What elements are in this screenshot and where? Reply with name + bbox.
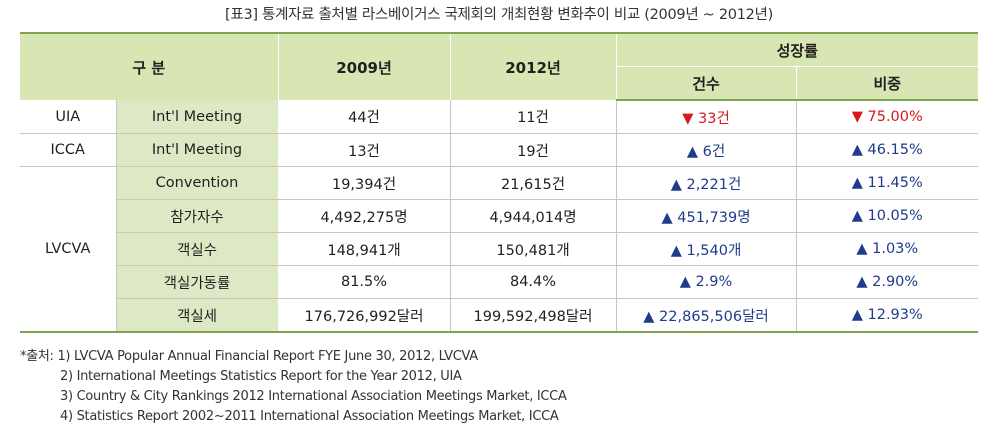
value-2009-cell: 19,394건 <box>278 166 451 200</box>
table-row: LVCVA Convention 19,394건 21,615건 ▲ 2,221… <box>20 166 979 333</box>
note-line: *출처: 1) LVCVA Popular Annual Financial R… <box>20 347 567 367</box>
value-2012-cell: 84.4% <box>450 265 617 299</box>
value-2012-cell: 19건 <box>450 133 617 167</box>
value-2009-cell: 81.5% <box>278 265 451 299</box>
growth-ratio-cell: ▲ 1.03% <box>796 232 979 266</box>
item-cell: Int'l Meeting <box>116 100 279 134</box>
table-caption: [표3] 통계자료 출처별 라스베이거스 국제회의 개최현황 변화추이 비교 (… <box>225 7 773 23</box>
growth-count-cell: ▼ 33건 <box>616 100 797 134</box>
value-2012-cell: 150,481개 <box>450 232 617 266</box>
note-item: 2) International Meetings Statistics Rep… <box>60 369 462 384</box>
table-row: ICCA Int'l Meeting 13건 19건 ▲ 6건 ▲ 46.15% <box>20 133 979 167</box>
item-cell: 객실세 <box>116 298 279 333</box>
value-2009-cell: 44건 <box>278 100 451 134</box>
header-category: 구 분 <box>20 33 279 100</box>
item-cell: 객실가동률 <box>116 265 279 299</box>
growth-count-cell: ▲ 22,865,506달러 <box>616 298 797 333</box>
growth-ratio-cell: ▼ 75.00% <box>796 100 979 134</box>
value-2012-cell: 21,615건 <box>450 166 617 200</box>
value-2012-cell: 4,944,014명 <box>450 199 617 233</box>
growth-count-cell: ▲ 2.9% <box>616 265 797 299</box>
value-2012-cell: 199,592,498달러 <box>450 298 617 333</box>
header-growth: 성장률 <box>616 33 979 67</box>
growth-ratio-cell: ▲ 10.05% <box>796 199 979 233</box>
header-count: 건수 <box>616 66 797 101</box>
source-notes: *출처: 1) LVCVA Popular Annual Financial R… <box>20 347 567 427</box>
item-cell: 참가자수 <box>116 199 279 233</box>
note-line: 3) Country & City Rankings 2012 Internat… <box>60 387 567 407</box>
note-label: *출처: <box>20 349 54 364</box>
source-cell: UIA <box>20 100 117 134</box>
statistics-table: 구 분 2009년 2012년 성장률 건수 비중 UIA Int'l Meet… <box>20 32 979 333</box>
value-2009-cell: 13건 <box>278 133 451 167</box>
growth-count-cell: ▲ 6건 <box>616 133 797 167</box>
table-row: 참가자수 4,492,275명 4,944,014명 ▲ 451,739명 ▲ … <box>20 199 979 233</box>
item-cell: Convention <box>116 166 279 200</box>
source-cell: LVCVA <box>20 166 117 333</box>
table-row: 객실수 148,941개 150,481개 ▲ 1,540개 ▲ 1.03% <box>20 232 979 266</box>
table-row: 객실가동률 81.5% 84.4% ▲ 2.9% ▲ 2.90% <box>20 265 979 299</box>
value-2009-cell: 4,492,275명 <box>278 199 451 233</box>
value-2009-cell: 176,726,992달러 <box>278 298 451 333</box>
header-2012: 2012년 <box>450 33 617 100</box>
value-2012-cell: 11건 <box>450 100 617 134</box>
growth-ratio-cell: ▲ 46.15% <box>796 133 979 167</box>
growth-count-cell: ▲ 451,739명 <box>616 199 797 233</box>
note-item: 4) Statistics Report 2002~2011 Internati… <box>60 409 559 424</box>
item-cell: 객실수 <box>116 232 279 266</box>
source-cell: ICCA <box>20 133 117 167</box>
growth-count-cell: ▲ 1,540개 <box>616 232 797 266</box>
growth-ratio-cell: ▲ 11.45% <box>796 166 979 200</box>
note-line: 2) International Meetings Statistics Rep… <box>60 367 567 387</box>
growth-ratio-cell: ▲ 12.93% <box>796 298 979 333</box>
note-item: 3) Country & City Rankings 2012 Internat… <box>60 389 567 404</box>
note-line: 4) Statistics Report 2002~2011 Internati… <box>60 407 567 427</box>
header-2009: 2009년 <box>278 33 451 100</box>
growth-ratio-cell: ▲ 2.90% <box>796 265 979 299</box>
value-2009-cell: 148,941개 <box>278 232 451 266</box>
header-ratio: 비중 <box>796 66 979 101</box>
table-row: 객실세 176,726,992달러 199,592,498달러 ▲ 22,865… <box>20 298 979 333</box>
note-item: 1) LVCVA Popular Annual Financial Report… <box>57 349 478 364</box>
table-row: UIA Int'l Meeting 44건 11건 ▼ 33건 ▼ 75.00% <box>20 100 979 134</box>
growth-count-cell: ▲ 2,221건 <box>616 166 797 200</box>
item-cell: Int'l Meeting <box>116 133 279 167</box>
